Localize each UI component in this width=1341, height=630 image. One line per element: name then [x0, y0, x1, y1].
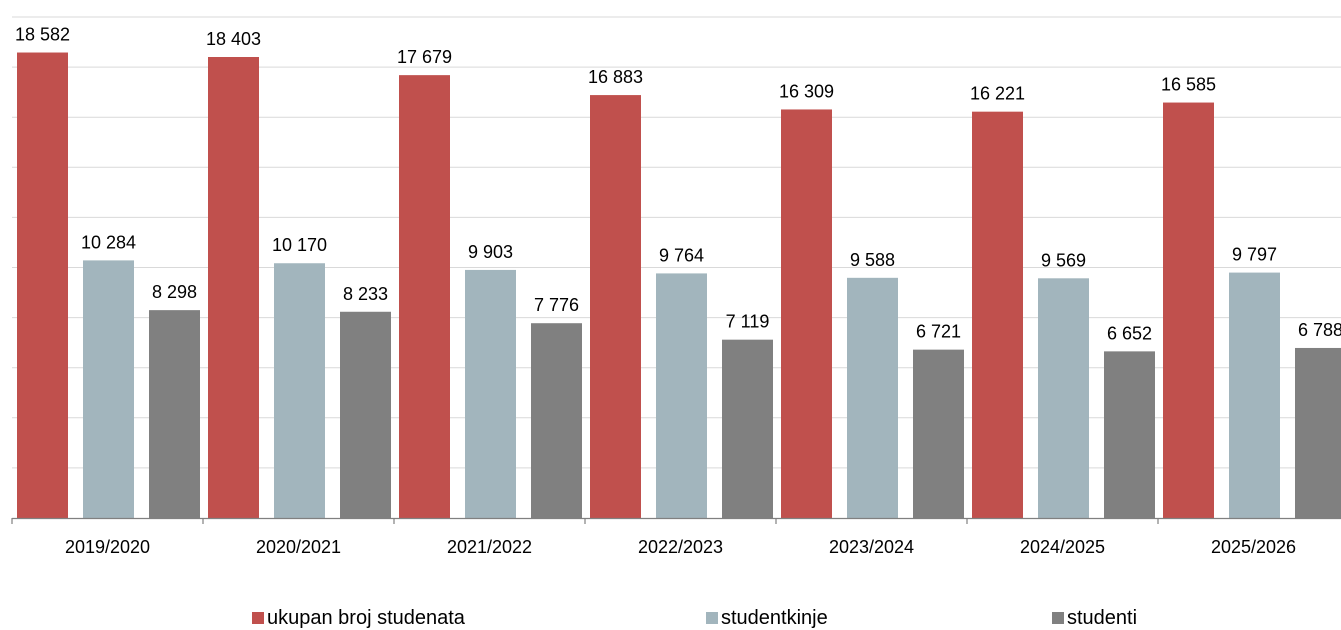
data-label: 17 679 [397, 47, 452, 67]
data-label: 8 298 [152, 282, 197, 302]
bar-male-3 [722, 339, 773, 518]
bars [17, 52, 1341, 519]
data-label: 7 119 [726, 312, 770, 332]
legend-swatch [706, 612, 718, 624]
data-label: 10 284 [81, 232, 136, 252]
data-label: 6 721 [916, 322, 961, 342]
bar-female-6 [1229, 272, 1280, 518]
data-label: 8 233 [343, 284, 388, 304]
data-label: 16 585 [1161, 75, 1216, 95]
legend-label: ukupan broj studenata [267, 607, 466, 629]
x-tick-label: 2022/2023 [638, 537, 723, 557]
bar-female-3 [656, 273, 707, 518]
bar-female-1 [274, 263, 325, 518]
data-label: 9 569 [1041, 250, 1086, 270]
data-label: 6 788 [1298, 320, 1341, 340]
bar-total-4 [781, 109, 832, 519]
data-label: 16 221 [970, 84, 1025, 104]
bar-total-5 [972, 111, 1023, 519]
data-label: 16 309 [779, 81, 834, 101]
bar-female-5 [1038, 278, 1089, 518]
data-label: 7 776 [534, 295, 579, 315]
bar-female-4 [847, 277, 898, 518]
legend-swatch [1052, 612, 1064, 624]
bar-male-0 [149, 310, 200, 518]
legend-label: studentkinje [721, 607, 828, 629]
data-label: 9 797 [1232, 245, 1277, 265]
bar-total-0 [17, 52, 68, 518]
bar-male-6 [1295, 347, 1341, 518]
data-label: 16 883 [588, 67, 643, 87]
bar-total-6 [1163, 102, 1214, 519]
bar-male-4 [913, 349, 964, 518]
bar-male-5 [1104, 351, 1155, 518]
x-tick-label: 2019/2020 [65, 537, 150, 557]
data-label: 6 652 [1107, 323, 1152, 343]
data-label: 9 588 [850, 250, 895, 270]
x-tick-label: 2025/2026 [1211, 537, 1296, 557]
data-label: 9 764 [659, 245, 704, 265]
bar-total-1 [208, 57, 259, 518]
legend-swatch [252, 612, 264, 624]
data-label: 10 170 [272, 235, 327, 255]
x-tick-label: 2024/2025 [1020, 537, 1105, 557]
data-label: 18 403 [206, 29, 261, 49]
bar-male-2 [531, 323, 582, 518]
bar-male-1 [340, 311, 391, 518]
x-tick-labels: 2019/2020 2020/2021 2021/2022 2022/2023 2023… [65, 537, 1296, 557]
bar-female-2 [465, 269, 516, 518]
data-label: 18 582 [15, 25, 70, 45]
data-labels: 18 582 10 284 8 298 18 403 10 170 8 233 17 679… [15, 25, 1341, 344]
x-tick-label: 2021/2022 [447, 537, 532, 557]
x-tick-label: 2023/2024 [829, 537, 914, 557]
data-label: 9 903 [468, 242, 513, 262]
x-tick-label: 2020/2021 [256, 537, 341, 557]
x-axis [11, 517, 1341, 524]
bar-total-3 [590, 95, 641, 519]
bar-female-0 [83, 260, 134, 518]
legend: ukupan broj studenata studentkinje student… [252, 607, 1137, 629]
bar-total-2 [399, 75, 450, 518]
legend-label: studenti [1067, 607, 1137, 629]
